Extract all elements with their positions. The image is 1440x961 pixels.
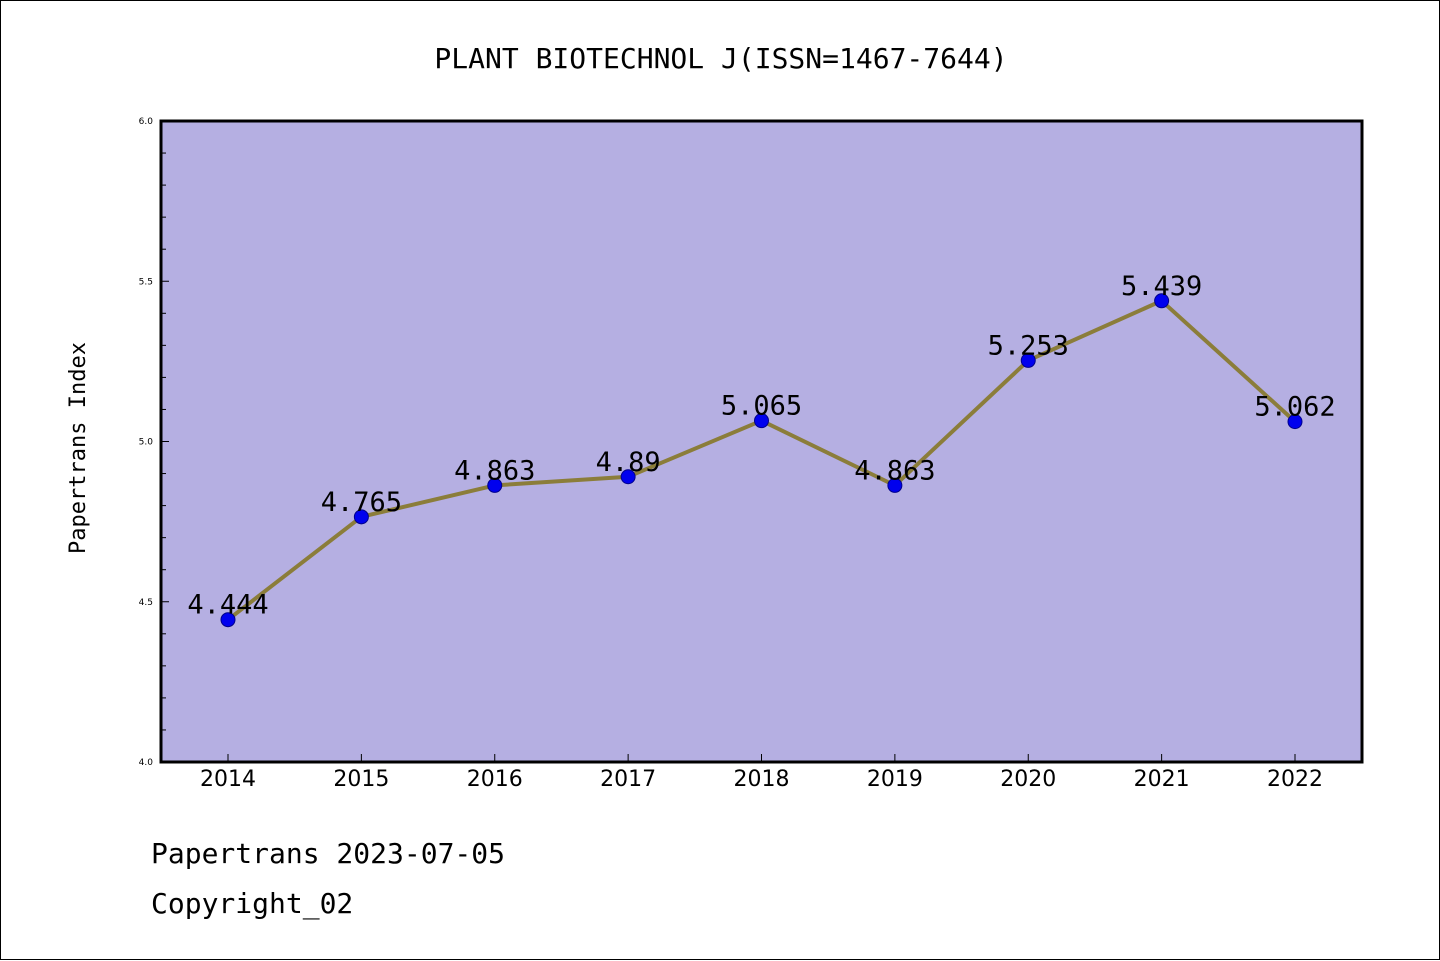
data-point-marker — [353, 509, 369, 525]
data-point-marker — [754, 413, 769, 429]
x-tick-label: 2014 — [200, 767, 256, 792]
x-tick-label: 2017 — [600, 767, 656, 792]
data-point-marker — [487, 477, 503, 493]
y-tick-label: 4.0 — [139, 758, 154, 768]
data-point-marker — [620, 469, 636, 485]
y-tick-label: 5.0 — [139, 438, 154, 448]
x-tick-label: 2015 — [333, 767, 389, 792]
data-point-label: 4.863 — [454, 455, 535, 486]
data-point-label: 5.253 — [988, 330, 1069, 361]
footer-source-text: Papertrans 2023-07-05 — [151, 837, 506, 870]
data-markers — [220, 293, 1303, 628]
x-tick-label: 2021 — [1134, 767, 1190, 792]
y-tick-label: 4.5 — [139, 598, 153, 608]
data-point-label: 4.89 — [596, 447, 661, 478]
data-point-marker — [220, 612, 236, 628]
y-axis-label: Papertrans Index — [66, 342, 91, 554]
x-tick-label: 2016 — [467, 767, 523, 792]
data-point-label: 4.863 — [854, 455, 935, 486]
data-labels: 4.444 4.765 4.863 4.89 5.065 4.863 5.253 5.439 5… — [187, 271, 1335, 621]
y-tick-label: 5.5 — [139, 277, 153, 287]
x-tick-label: 2019 — [867, 767, 923, 792]
data-point-marker — [887, 477, 903, 493]
x-axis: 2014 2015 2016 2017 2018 2019 2020 2021 2022 — [200, 754, 1323, 792]
data-point-marker — [1287, 414, 1303, 430]
data-point-label: 5.065 — [721, 391, 802, 422]
plot-area — [159, 119, 1364, 764]
y-tick-label: 6.0 — [139, 117, 154, 127]
y-axis: 4.0 4.5 5.0 5.5 6.0 — [139, 117, 169, 768]
data-point-label: 5.439 — [1121, 271, 1202, 302]
chart-title: PLANT BIOTECHNOL J(ISSN=1467-7644) — [434, 42, 1007, 75]
x-tick-label: 2018 — [734, 767, 790, 792]
data-point-label: 4.765 — [321, 487, 402, 518]
data-point-marker — [1154, 293, 1170, 309]
x-tick-label: 2020 — [1000, 767, 1056, 792]
data-point-label: 5.062 — [1254, 392, 1335, 423]
data-point-label: 4.444 — [187, 590, 268, 621]
x-tick-label: 2022 — [1267, 767, 1323, 792]
footer-copyright-text: Copyright_02 — [151, 887, 354, 920]
data-point-marker — [1020, 352, 1036, 368]
